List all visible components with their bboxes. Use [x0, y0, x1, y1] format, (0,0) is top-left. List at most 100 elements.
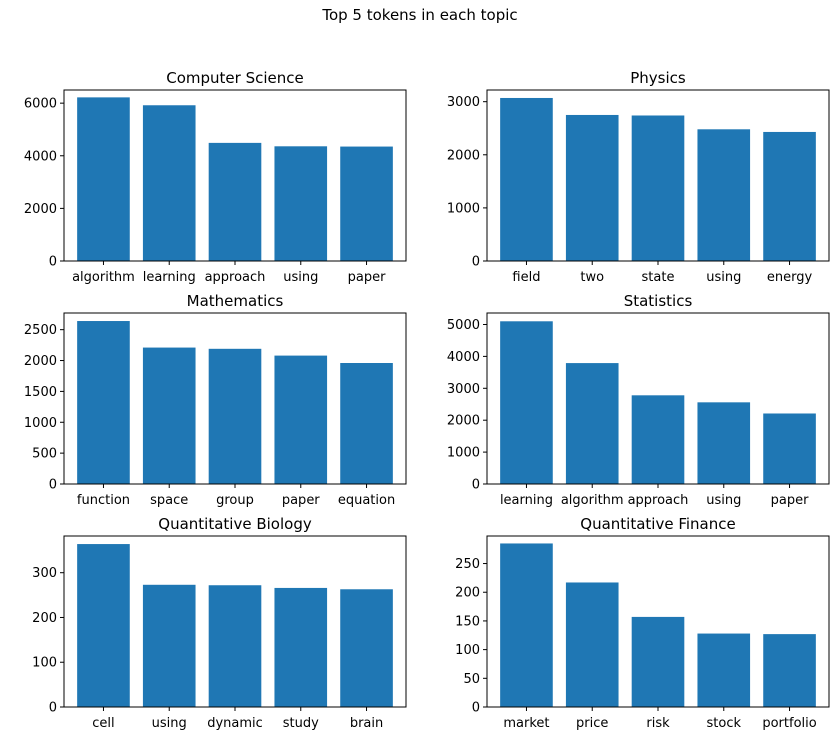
y-tick-label: 200 — [32, 611, 57, 626]
bar — [77, 97, 130, 262]
axes-frame — [63, 89, 407, 262]
subplot-4: Quantitative Biology 0 100 200 300 cell using d… — [32, 515, 407, 731]
bar — [274, 355, 328, 484]
x-tick-label: market — [503, 716, 549, 731]
subplot-title: Computer Science — [166, 69, 303, 87]
x-tick-label: approach — [628, 493, 689, 508]
bar — [340, 363, 393, 484]
y-tick-label: 3000 — [447, 382, 480, 397]
bar — [565, 582, 619, 707]
x-tick-label: group — [216, 493, 254, 508]
subplot-title: Mathematics — [187, 292, 284, 310]
axes-frame — [486, 89, 830, 262]
x-tick-label: price — [576, 716, 608, 731]
y-tick-label: 300 — [32, 566, 57, 581]
subplot-title: Statistics — [624, 292, 693, 310]
subplot-2: Mathematics 0 500 1000 1500 2000 2500 function s… — [24, 292, 407, 508]
bar — [763, 413, 816, 484]
y-tick-label: 2000 — [24, 354, 57, 369]
axes-frame — [486, 535, 830, 708]
y-tick-label: 4000 — [447, 350, 480, 365]
x-tick-label: using — [706, 493, 741, 508]
y-tick-label: 200 — [455, 586, 480, 601]
x-tick-label: learning — [143, 270, 196, 285]
y-tick-label: 100 — [32, 656, 57, 671]
bar — [208, 142, 262, 261]
bar — [697, 129, 751, 261]
x-tick-label: approach — [205, 270, 266, 285]
bar — [697, 402, 751, 484]
y-tick-label: 100 — [455, 643, 480, 658]
bar — [697, 633, 751, 707]
bar — [500, 543, 553, 707]
x-tick-label: equation — [338, 493, 395, 508]
x-tick-label: two — [580, 270, 604, 285]
bar — [565, 114, 619, 262]
bar — [763, 131, 816, 261]
y-tick-label: 50 — [463, 672, 480, 687]
x-tick-label: using — [152, 716, 187, 731]
x-tick-label: function — [77, 493, 130, 508]
y-tick-label: 4000 — [24, 149, 57, 164]
x-tick-label: dynamic — [207, 716, 263, 731]
subplot-title: Physics — [630, 69, 686, 87]
subplot-title: Quantitative Finance — [580, 515, 735, 533]
subplot-title: Quantitative Biology — [158, 515, 312, 533]
figure-suptitle: Top 5 tokens in each topic — [322, 6, 518, 24]
x-tick-label: state — [642, 270, 675, 285]
bar — [77, 321, 130, 484]
bar — [142, 105, 196, 261]
y-tick-label: 5000 — [447, 318, 480, 333]
bar — [631, 115, 685, 262]
x-tick-label: paper — [771, 493, 809, 508]
x-tick-label: portfolio — [762, 716, 816, 731]
y-tick-label: 1000 — [447, 446, 480, 461]
y-tick-label: 1000 — [447, 201, 480, 216]
y-tick-label: 1500 — [24, 385, 57, 400]
bar — [274, 587, 328, 707]
axes-frame — [486, 312, 830, 485]
y-tick-label: 150 — [455, 614, 480, 629]
subplot-5: Quantitative Finance 0 50 100 150 200 250 marke… — [455, 515, 830, 731]
x-tick-label: using — [706, 270, 741, 285]
bar — [340, 146, 393, 261]
bar — [208, 348, 262, 484]
x-tick-label: cell — [92, 716, 114, 731]
y-tick-label: 0 — [49, 478, 57, 493]
y-tick-label: 3000 — [447, 95, 480, 110]
y-tick-label: 2500 — [24, 323, 57, 338]
bar — [631, 395, 685, 484]
subplot-0: Computer Science 0 2000 4000 6000 algorithm le… — [24, 69, 407, 285]
y-tick-label: 2000 — [447, 414, 480, 429]
bar — [274, 146, 328, 261]
y-tick-label: 250 — [455, 557, 480, 572]
bar — [77, 544, 130, 707]
x-tick-label: algorithm — [561, 493, 624, 508]
bar — [500, 321, 553, 484]
subplot-3: Statistics 0 1000 2000 3000 4000 5000 learning a… — [447, 292, 830, 508]
x-tick-label: algorithm — [72, 270, 135, 285]
y-tick-label: 0 — [472, 478, 480, 493]
y-tick-label: 0 — [472, 255, 480, 270]
y-tick-label: 0 — [49, 255, 57, 270]
y-tick-label: 6000 — [24, 97, 57, 112]
subplot-1: Physics 0 1000 2000 3000 field two state using en… — [447, 69, 830, 285]
axes-frame — [63, 312, 407, 485]
bar — [208, 585, 262, 707]
x-tick-label: learning — [500, 493, 553, 508]
y-tick-label: 2000 — [24, 202, 57, 217]
y-tick-label: 2000 — [447, 148, 480, 163]
x-tick-label: paper — [282, 493, 320, 508]
x-tick-label: space — [150, 493, 188, 508]
bar — [763, 634, 816, 707]
x-tick-label: field — [512, 270, 540, 285]
bar — [340, 589, 393, 707]
y-tick-label: 0 — [49, 701, 57, 716]
x-tick-label: energy — [767, 270, 813, 285]
y-tick-label: 500 — [32, 447, 57, 462]
x-tick-label: brain — [350, 716, 383, 731]
y-tick-label: 0 — [472, 701, 480, 716]
x-tick-label: using — [283, 270, 318, 285]
axes-frame — [63, 535, 407, 708]
